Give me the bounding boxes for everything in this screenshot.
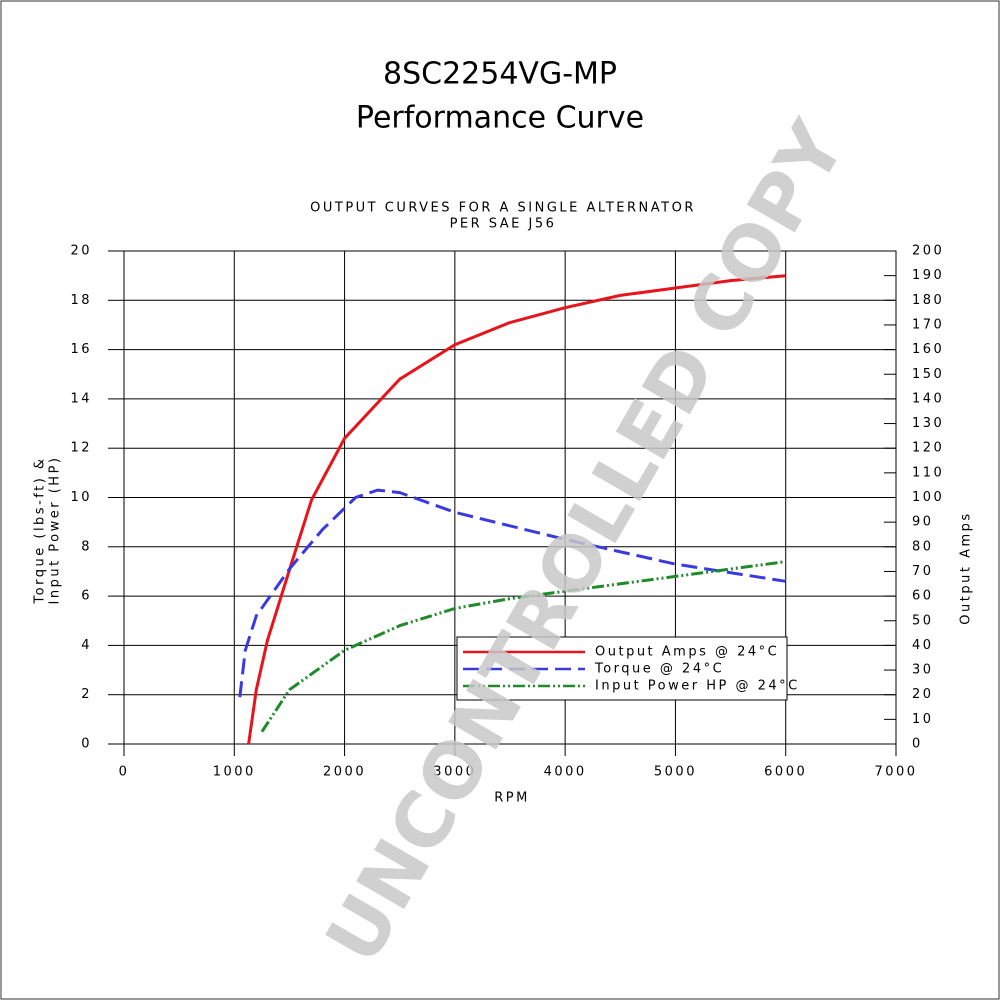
y2-tick-label: 30 [912,663,934,678]
plot-frame [123,250,897,745]
x-tick-label: 2000 [323,765,366,780]
legend-label: Input Power HP @ 24°C [595,679,800,694]
chart-title: Performance Curve [356,101,644,136]
series-line [247,274,786,745]
y2-tick-label: 90 [912,515,934,530]
y2-tick-label: 40 [912,638,934,653]
y-tick-label: 12 [70,441,92,456]
y2-tick-label: 140 [912,391,944,406]
y-tick-label: 16 [70,342,92,357]
y-tick-label: 6 [81,589,92,604]
y-tick-label: 0 [81,737,92,752]
y-tick-label: 14 [70,391,92,406]
y-tick-label: 8 [81,539,92,554]
plot: 0246810121416182001020304050607080901001… [70,244,944,780]
y2-tick-label: 150 [912,367,944,382]
y-tick-label: 20 [70,244,92,259]
y2-tick-label: 50 [912,613,934,628]
y2-tick-label: 160 [912,342,944,357]
y2-tick-label: 200 [912,244,944,259]
y-tick-label: 2 [81,687,92,702]
y2-tick-label: 10 [912,712,934,727]
x-tick-label: 3000 [433,765,476,780]
legend: Output Amps @ 24°C Torque @ 24°C Input Pow… [456,636,800,701]
y2-tick-label: 70 [912,564,934,579]
y2-tick-label: 60 [912,589,934,604]
series-line [260,560,786,733]
series-line [238,488,786,698]
y-tick-label: 4 [81,638,92,653]
y2-tick-label: 130 [912,416,944,431]
x-tick-label: 1000 [213,765,256,780]
y2-tick-label: 110 [912,465,944,480]
y-tick-label: 10 [70,490,92,505]
y2-tick-label: 120 [912,441,944,456]
y2-tick-label: 20 [912,687,934,702]
chart-subtitle: OUTPUT CURVES FOR A SINGLE ALTERNATOR [310,201,696,216]
x-tick-label: 4000 [544,765,587,780]
y2-tick-label: 100 [912,490,944,505]
y-axis-label: Input Power (HP) [48,456,63,605]
legend-label: Torque @ 24°C [594,662,724,677]
x-axis-label: RPM [494,791,530,806]
x-tick-label: 0 [119,765,130,780]
y2-axis-label: Output Amps [959,511,974,624]
y2-tick-label: 80 [912,539,934,554]
y2-tick-label: 0 [912,737,923,752]
y-tick-label: 18 [70,293,92,308]
x-tick-label: 7000 [874,765,917,780]
legend-label: Output Amps @ 24°C [595,645,779,660]
y2-tick-label: 180 [912,293,944,308]
x-tick-label: 5000 [654,765,697,780]
chart-title: 8SC2254VG-MP [383,57,617,92]
y2-tick-label: 190 [912,268,944,283]
y2-tick-label: 170 [912,317,944,332]
y-axis-label: Torque (lbs-ft) & [33,456,48,604]
chart-subtitle: PER SAE J56 [450,217,557,232]
x-tick-label: 6000 [764,765,807,780]
